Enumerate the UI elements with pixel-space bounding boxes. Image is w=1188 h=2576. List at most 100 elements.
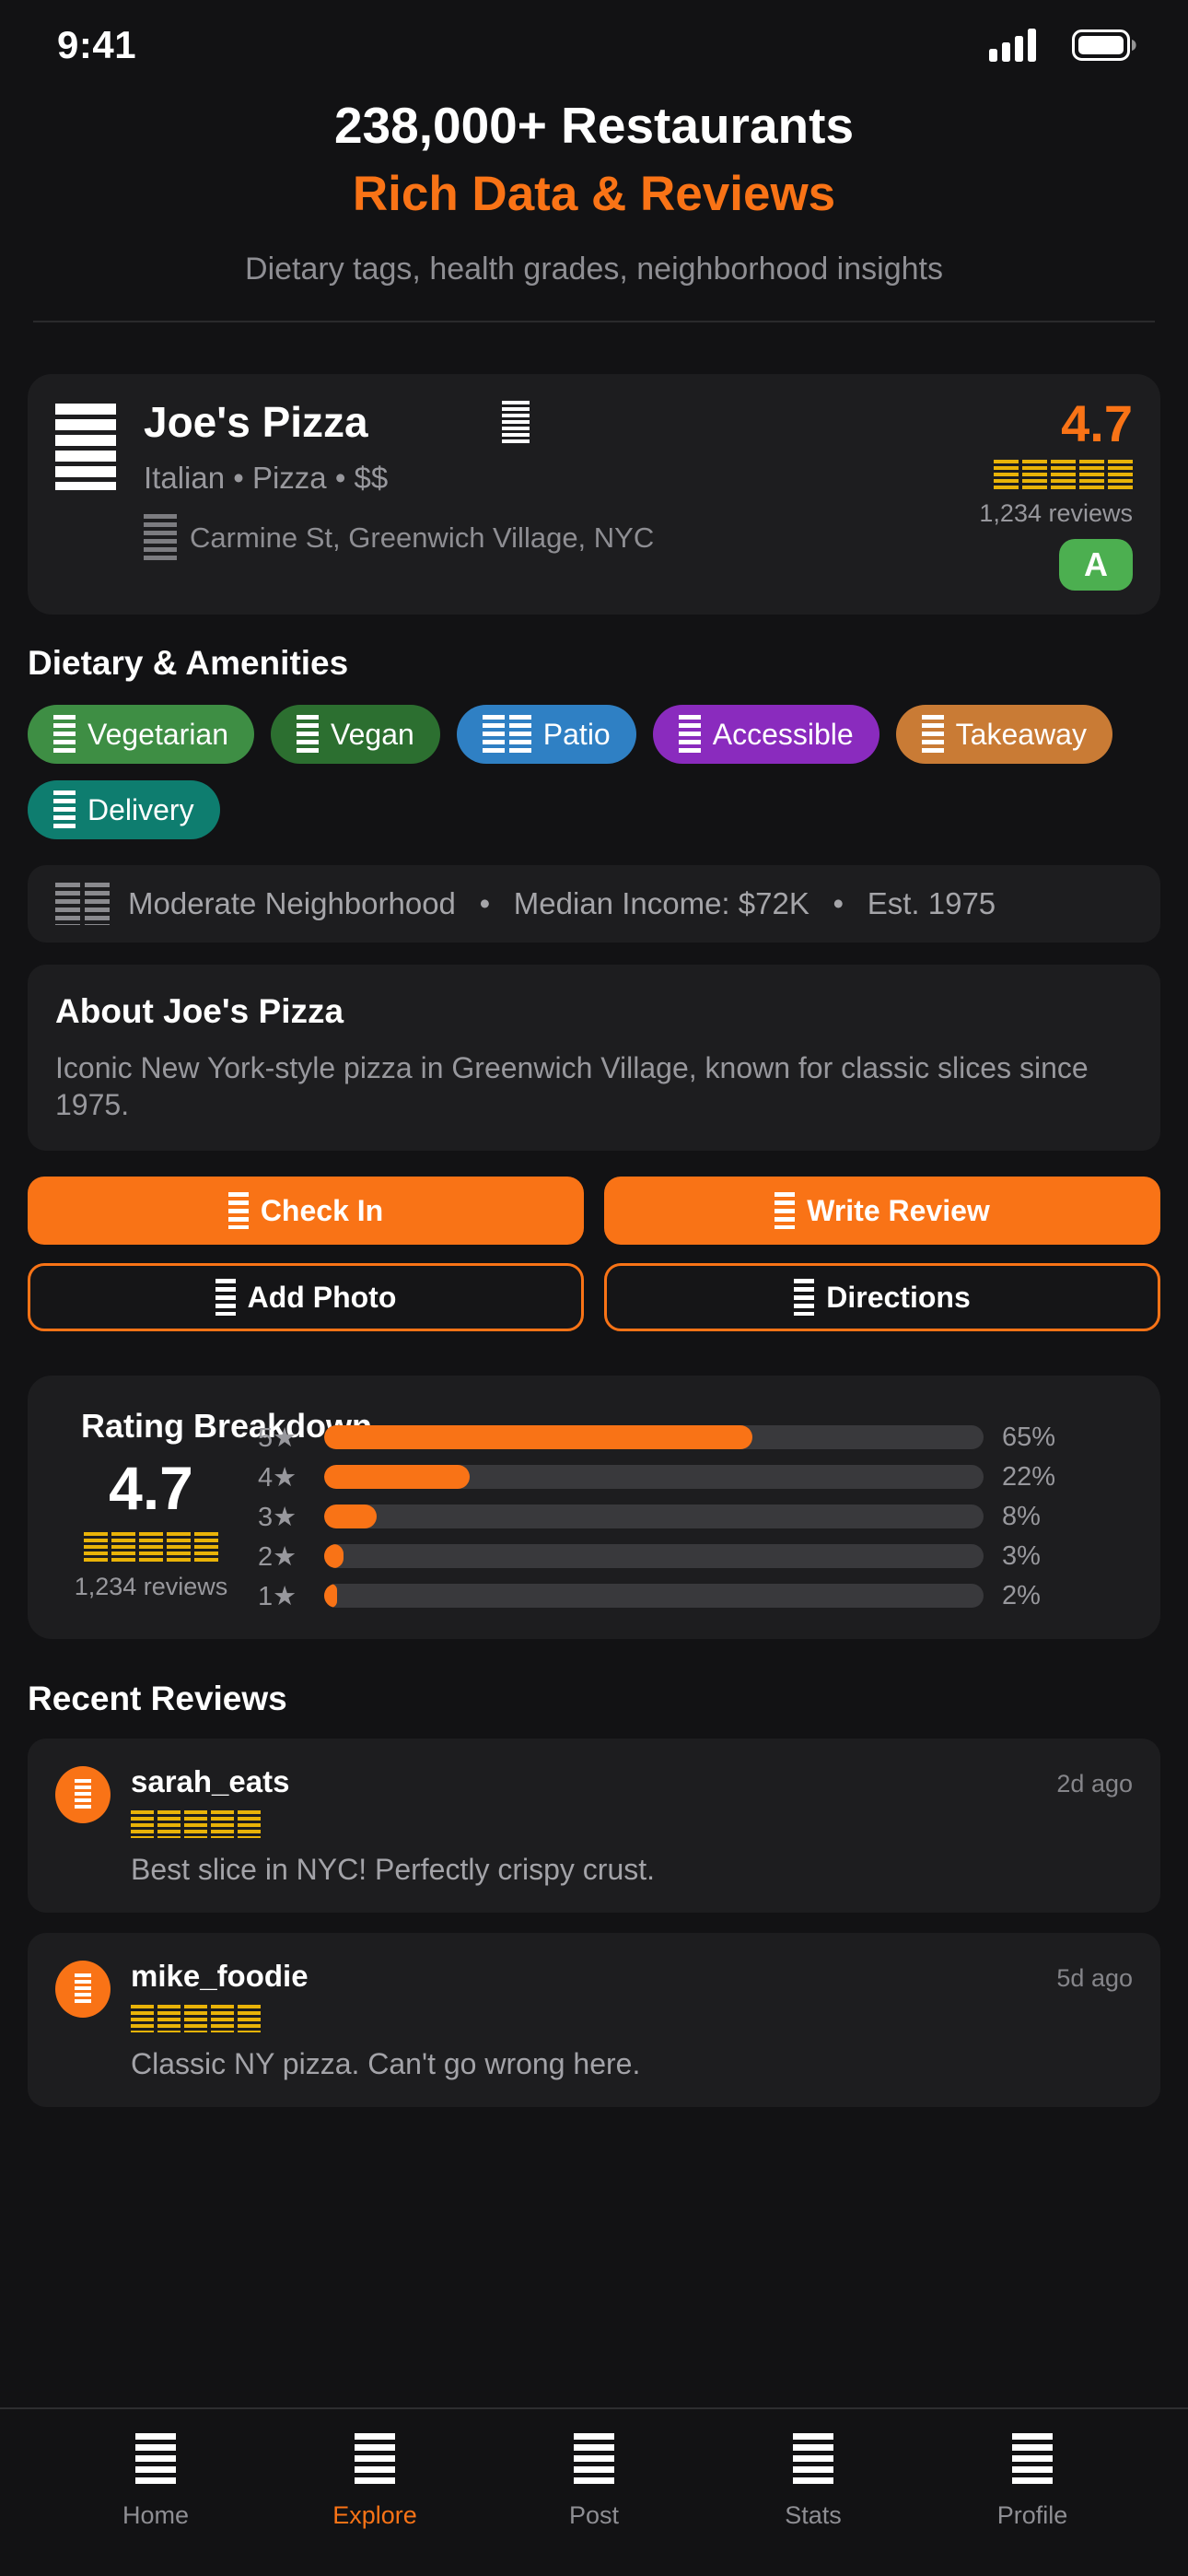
rating-bar-fill	[324, 1544, 344, 1568]
rating-row-label: 3★	[258, 1502, 297, 1532]
amenity-chip-vegetarian: Vegetarian	[28, 705, 255, 764]
about-title: About Joe's Pizza	[55, 992, 344, 1030]
amenity-chip-delivery: Delivery	[28, 780, 220, 839]
restaurant-name: Joe's Pizza	[144, 398, 368, 446]
post-icon	[574, 2433, 614, 2487]
tab-home[interactable]: Home	[46, 2433, 265, 2576]
review-card: sarah_eats 2d ago Best slice in NYC! Per…	[28, 1739, 1160, 1913]
health-grade-badge: A	[1059, 539, 1133, 591]
status-bar: 9:41	[0, 0, 1188, 77]
add-photo-button[interactable]: Add Photo	[28, 1263, 584, 1331]
header-divider	[33, 321, 1155, 322]
amenity-chip-vegan: Vegan	[271, 705, 440, 764]
star-icon	[1022, 460, 1047, 491]
review-timestamp: 5d ago	[1056, 1964, 1133, 1992]
star-icon	[238, 2005, 261, 2032]
neighborhood-icon	[55, 883, 110, 925]
page-subtitle: Rich Data & Reviews	[352, 167, 836, 221]
takeaway-icon	[921, 715, 944, 754]
tab-stats[interactable]: Stats	[704, 2433, 923, 2576]
star-icon	[1079, 460, 1104, 491]
star-icon	[238, 1810, 261, 1838]
rating-bar-fill	[324, 1425, 753, 1449]
star-icon	[131, 2005, 154, 2032]
directions-button[interactable]: Directions	[604, 1263, 1160, 1331]
rating-row-label: 5★	[258, 1423, 297, 1453]
reviews-list: sarah_eats 2d ago Best slice in NYC! Per…	[28, 1739, 1160, 2107]
star-icon	[157, 2005, 181, 2032]
battery-icon	[1072, 29, 1136, 61]
rating-breakdown-stars	[84, 1532, 218, 1562]
status-time: 9:41	[57, 23, 137, 66]
amenities-section-title: Dietary & Amenities	[28, 644, 349, 682]
rating-bar-track	[324, 1584, 984, 1608]
check-in-icon	[227, 1192, 249, 1229]
star-icon	[994, 460, 1019, 491]
profile-icon	[1012, 2433, 1053, 2487]
vegan-icon	[297, 715, 320, 754]
user-icon	[75, 1973, 91, 2005]
vegetarian-icon	[53, 715, 76, 754]
rating-breakdown-reviews-count: 1,234 reviews	[74, 1573, 228, 1600]
reviews-count: 1,234 reviews	[979, 499, 1133, 527]
tab-explore[interactable]: Explore	[265, 2433, 484, 2576]
star-icon	[1108, 460, 1133, 491]
star-icon	[111, 1532, 135, 1562]
rating-bar-track	[324, 1544, 984, 1568]
restaurant-address: Carmine St, Greenwich Village, NYC	[190, 521, 655, 554]
tab-post[interactable]: Post	[484, 2433, 704, 2576]
write-review-icon	[775, 1192, 796, 1229]
rating-breakdown-score: 4.7	[109, 1454, 193, 1522]
stats-icon	[793, 2433, 833, 2487]
add-photo-icon	[215, 1279, 236, 1316]
review-stars	[131, 1810, 1133, 1838]
star-icon	[157, 1810, 181, 1838]
amenity-chip-takeaway: Takeaway	[895, 705, 1112, 764]
write-review-button[interactable]: Write Review	[604, 1177, 1160, 1245]
rating-row: 5★ 65%	[258, 1423, 1133, 1453]
about-card: About Joe's Pizza Iconic New York-style …	[28, 965, 1160, 1151]
star-icon	[211, 2005, 234, 2032]
cellular-signal-icon	[989, 29, 1036, 62]
verified-badge-icon	[501, 401, 530, 443]
pizza-icon	[55, 404, 116, 490]
star-icon	[211, 1810, 234, 1838]
review-card: mike_foodie 5d ago Classic NY pizza. Can…	[28, 1933, 1160, 2107]
check-in-button[interactable]: Check In	[28, 1177, 584, 1245]
rating-row-label: 2★	[258, 1541, 297, 1572]
rating-bar-fill	[324, 1505, 378, 1528]
page-title: 238,000+ Restaurants	[333, 97, 855, 154]
tab-profile[interactable]: Profile	[923, 2433, 1142, 2576]
page-tagline: Dietary tags, health grades, neighborhoo…	[245, 252, 943, 287]
about-description: Iconic New York-style pizza in Greenwich…	[55, 1051, 1089, 1121]
rating-row-percent: 2%	[1002, 1580, 1041, 1610]
directions-icon	[794, 1279, 815, 1316]
rating-row: 3★ 8%	[258, 1502, 1133, 1532]
page-header: 238,000+ Restaurants Rich Data & Reviews…	[0, 96, 1188, 322]
rating-row: 1★ 2%	[258, 1580, 1133, 1611]
rating-breakdown-card: Rating Breakdown 4.7 1,234 reviews 5★ 65…	[28, 1376, 1160, 1639]
rating-bar-track	[324, 1425, 984, 1449]
rating-bar-track	[324, 1505, 984, 1528]
main-content: Joe's Pizza Italian • Pizza • $$ Carmine…	[0, 374, 1188, 2107]
rating-summary: 4.7 1,234 reviews	[70, 1458, 232, 1601]
rating-block: 4.7 1,234 reviews A	[979, 398, 1133, 591]
review-timestamp: 2d ago	[1056, 1770, 1133, 1797]
neighborhood-info-bar: Moderate Neighborhood • Median Income: $…	[28, 865, 1160, 943]
amenity-chip-accessible: Accessible	[652, 705, 879, 764]
user-icon	[75, 1779, 91, 1810]
review-text: Best slice in NYC! Perfectly crispy crus…	[131, 1853, 656, 1886]
star-icon	[184, 1810, 207, 1838]
delivery-icon	[53, 790, 76, 829]
rating-row: 2★ 3%	[258, 1541, 1133, 1572]
review-stars	[131, 2005, 1133, 2032]
accessible-icon	[678, 715, 701, 754]
tab-bar: Home Explore Post Stats Profile	[0, 2407, 1188, 2576]
rating-bar-fill	[324, 1465, 470, 1489]
rating-stars	[994, 460, 1133, 491]
amenity-chip-patio: Patio	[456, 705, 636, 764]
star-icon	[184, 2005, 207, 2032]
patio-icon	[482, 715, 531, 754]
star-icon	[131, 1810, 154, 1838]
